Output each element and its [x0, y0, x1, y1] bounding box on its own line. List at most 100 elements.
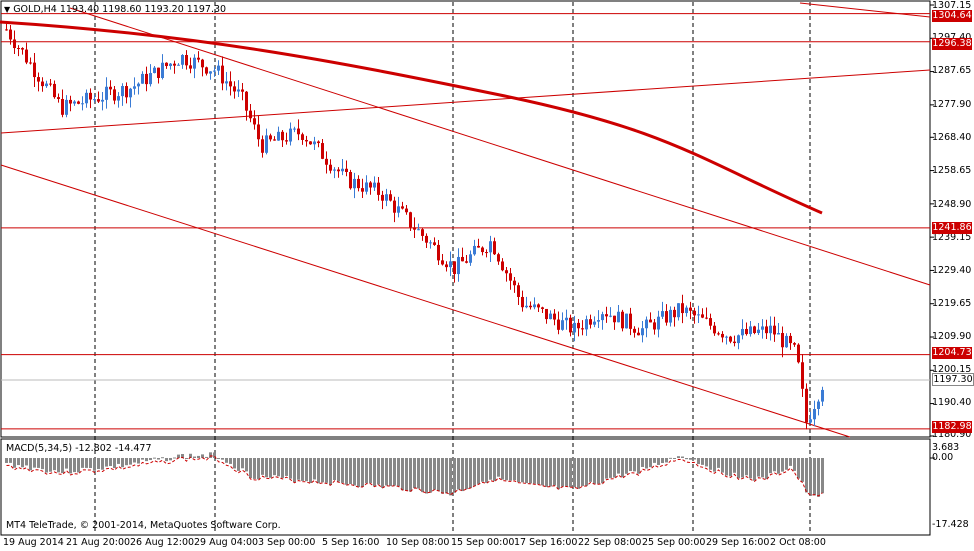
candle-body [537, 304, 540, 308]
candle-body [513, 280, 516, 286]
candle-body [325, 158, 328, 165]
candle-body [577, 322, 580, 329]
price-tick: 1209.90 [932, 331, 972, 342]
macd-bar [797, 458, 800, 479]
macd-bar [121, 458, 124, 468]
candle-body [605, 314, 608, 317]
macd-bar [645, 458, 648, 469]
macd-bar [741, 458, 744, 478]
macd-bar [597, 458, 600, 484]
candle-body [329, 164, 332, 171]
macd-bar [437, 458, 440, 492]
candle-body [693, 310, 696, 316]
candle-body [633, 328, 636, 333]
candle-body [533, 304, 536, 308]
candle-body [617, 311, 620, 323]
candle-body [757, 329, 760, 334]
candle-body [761, 326, 764, 330]
macd-bar [49, 458, 52, 472]
price-tick: 1219.65 [932, 298, 972, 309]
macd-bar [793, 458, 796, 471]
macd-bar [521, 458, 524, 483]
candle-body [173, 63, 176, 66]
trend-line [69, 7, 931, 286]
candle-body [425, 235, 428, 243]
macd-bar [613, 458, 616, 478]
price-tick: 1200.15 [932, 364, 972, 375]
candle-body [193, 57, 196, 69]
candle-body [461, 256, 464, 262]
candle-body [69, 99, 72, 104]
macd-bar [537, 458, 540, 485]
macd-bar [489, 458, 492, 480]
date-label: 26 Aug 12:00 [130, 537, 195, 548]
candle-body [277, 131, 280, 141]
macd-bar [565, 458, 568, 487]
candle-body [613, 315, 616, 323]
candle-body [165, 62, 168, 67]
price-tick: 1190.40 [932, 397, 972, 408]
macd-bar [581, 458, 584, 486]
macd-bar [57, 458, 60, 473]
candle-body [569, 317, 572, 333]
candle-body [805, 388, 808, 423]
macd-bar [561, 458, 564, 487]
macd-bar [193, 456, 196, 458]
candle-body [421, 229, 424, 236]
macd-frame [0, 438, 931, 536]
candle-body [357, 178, 360, 189]
candle-body [121, 86, 124, 97]
macd-tick: -17.428 [932, 519, 969, 530]
candle-body [557, 319, 560, 330]
candle-body [745, 328, 748, 335]
candle-body [685, 307, 688, 314]
candle-body [701, 314, 704, 318]
macd-bar [697, 458, 700, 465]
macd-bar [361, 458, 364, 487]
candle-body [417, 229, 420, 231]
macd-bar [209, 452, 212, 458]
macd-bar [709, 458, 712, 470]
macd-bar [277, 458, 280, 477]
candle-body [809, 419, 812, 423]
macd-bar [357, 458, 360, 487]
macd-bar [713, 458, 716, 472]
macd-bar [805, 458, 808, 493]
candle-body [765, 326, 768, 334]
macd-bar [569, 458, 572, 488]
copyright-text: MT4 TeleTrade, © 2001-2014, MetaQuotes S… [6, 520, 281, 531]
candle-body [769, 325, 772, 334]
candle-body [229, 81, 232, 87]
macd-tick: 0.00 [932, 452, 954, 463]
macd-bar [461, 458, 464, 492]
candle-body [253, 118, 256, 125]
macd-bar [433, 458, 436, 490]
candle-body [57, 97, 60, 99]
price-tick: 1287.65 [932, 65, 972, 76]
macd-bar [41, 458, 44, 470]
candle-body [217, 65, 220, 71]
macd-bar [297, 458, 300, 480]
macd-bar [669, 457, 672, 459]
candle-body [73, 101, 76, 104]
macd-bar [777, 458, 780, 474]
macd-bar [529, 458, 532, 484]
macd-bar [409, 458, 412, 492]
candle-body [481, 247, 484, 253]
candle-body [477, 245, 480, 248]
candle-body [225, 81, 228, 84]
macd-bar [405, 458, 408, 491]
candle-body [85, 92, 88, 104]
candle-body [433, 242, 436, 245]
candle-body [785, 335, 788, 348]
macd-bar [265, 458, 268, 478]
candle-body [237, 89, 240, 92]
triangle-down-icon[interactable]: ▼ [4, 5, 11, 14]
candle-body [545, 308, 548, 320]
chart-title[interactable]: ▼ GOLD,H4 1193.40 1198.60 1193.20 1197.3… [4, 4, 226, 15]
candle-body [721, 333, 724, 338]
macd-bar [9, 458, 12, 463]
candle-body [573, 322, 576, 333]
candle-body [549, 313, 552, 320]
